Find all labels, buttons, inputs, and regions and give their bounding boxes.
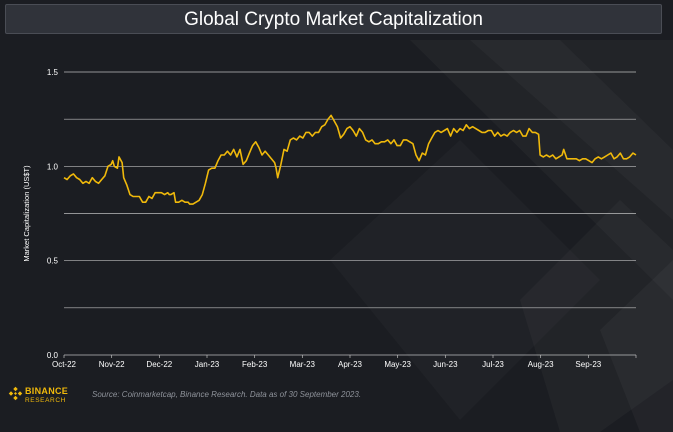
x-tick-label: Mar-23	[290, 360, 316, 369]
y-tick-label: 0.0	[47, 351, 59, 360]
binance-diamond-icon	[8, 386, 23, 401]
x-tick-label: Oct-22	[52, 360, 77, 369]
x-tick-label: Apr-23	[338, 360, 363, 369]
brand-subtitle: RESEARCH	[25, 397, 66, 404]
y-tick-label: 1.0	[47, 162, 59, 171]
brand-name: BINANCE	[25, 386, 69, 396]
y-tick-label: 0.5	[47, 257, 59, 266]
x-tick-label: Jul-23	[482, 360, 504, 369]
x-tick-label: May-23	[384, 360, 411, 369]
x-tick-label: Dec-22	[146, 360, 172, 369]
chart-title: Global Crypto Market Capitalization	[5, 4, 662, 34]
y-axis-label: Market Capitalization (US$T)	[22, 165, 31, 262]
x-tick-label: Aug-23	[528, 360, 554, 369]
x-tick-label: Nov-22	[99, 360, 125, 369]
x-tick-label: Feb-23	[242, 360, 268, 369]
x-tick-label: Jun-23	[433, 360, 458, 369]
x-tick-label: Sep-23	[575, 360, 601, 369]
y-tick-label: 1.5	[47, 68, 59, 77]
market-cap-line	[63, 114, 637, 205]
x-tick-label: Jan-23	[195, 360, 220, 369]
source-note: Source: Coinmarketcap, Binance Research.…	[92, 390, 362, 399]
